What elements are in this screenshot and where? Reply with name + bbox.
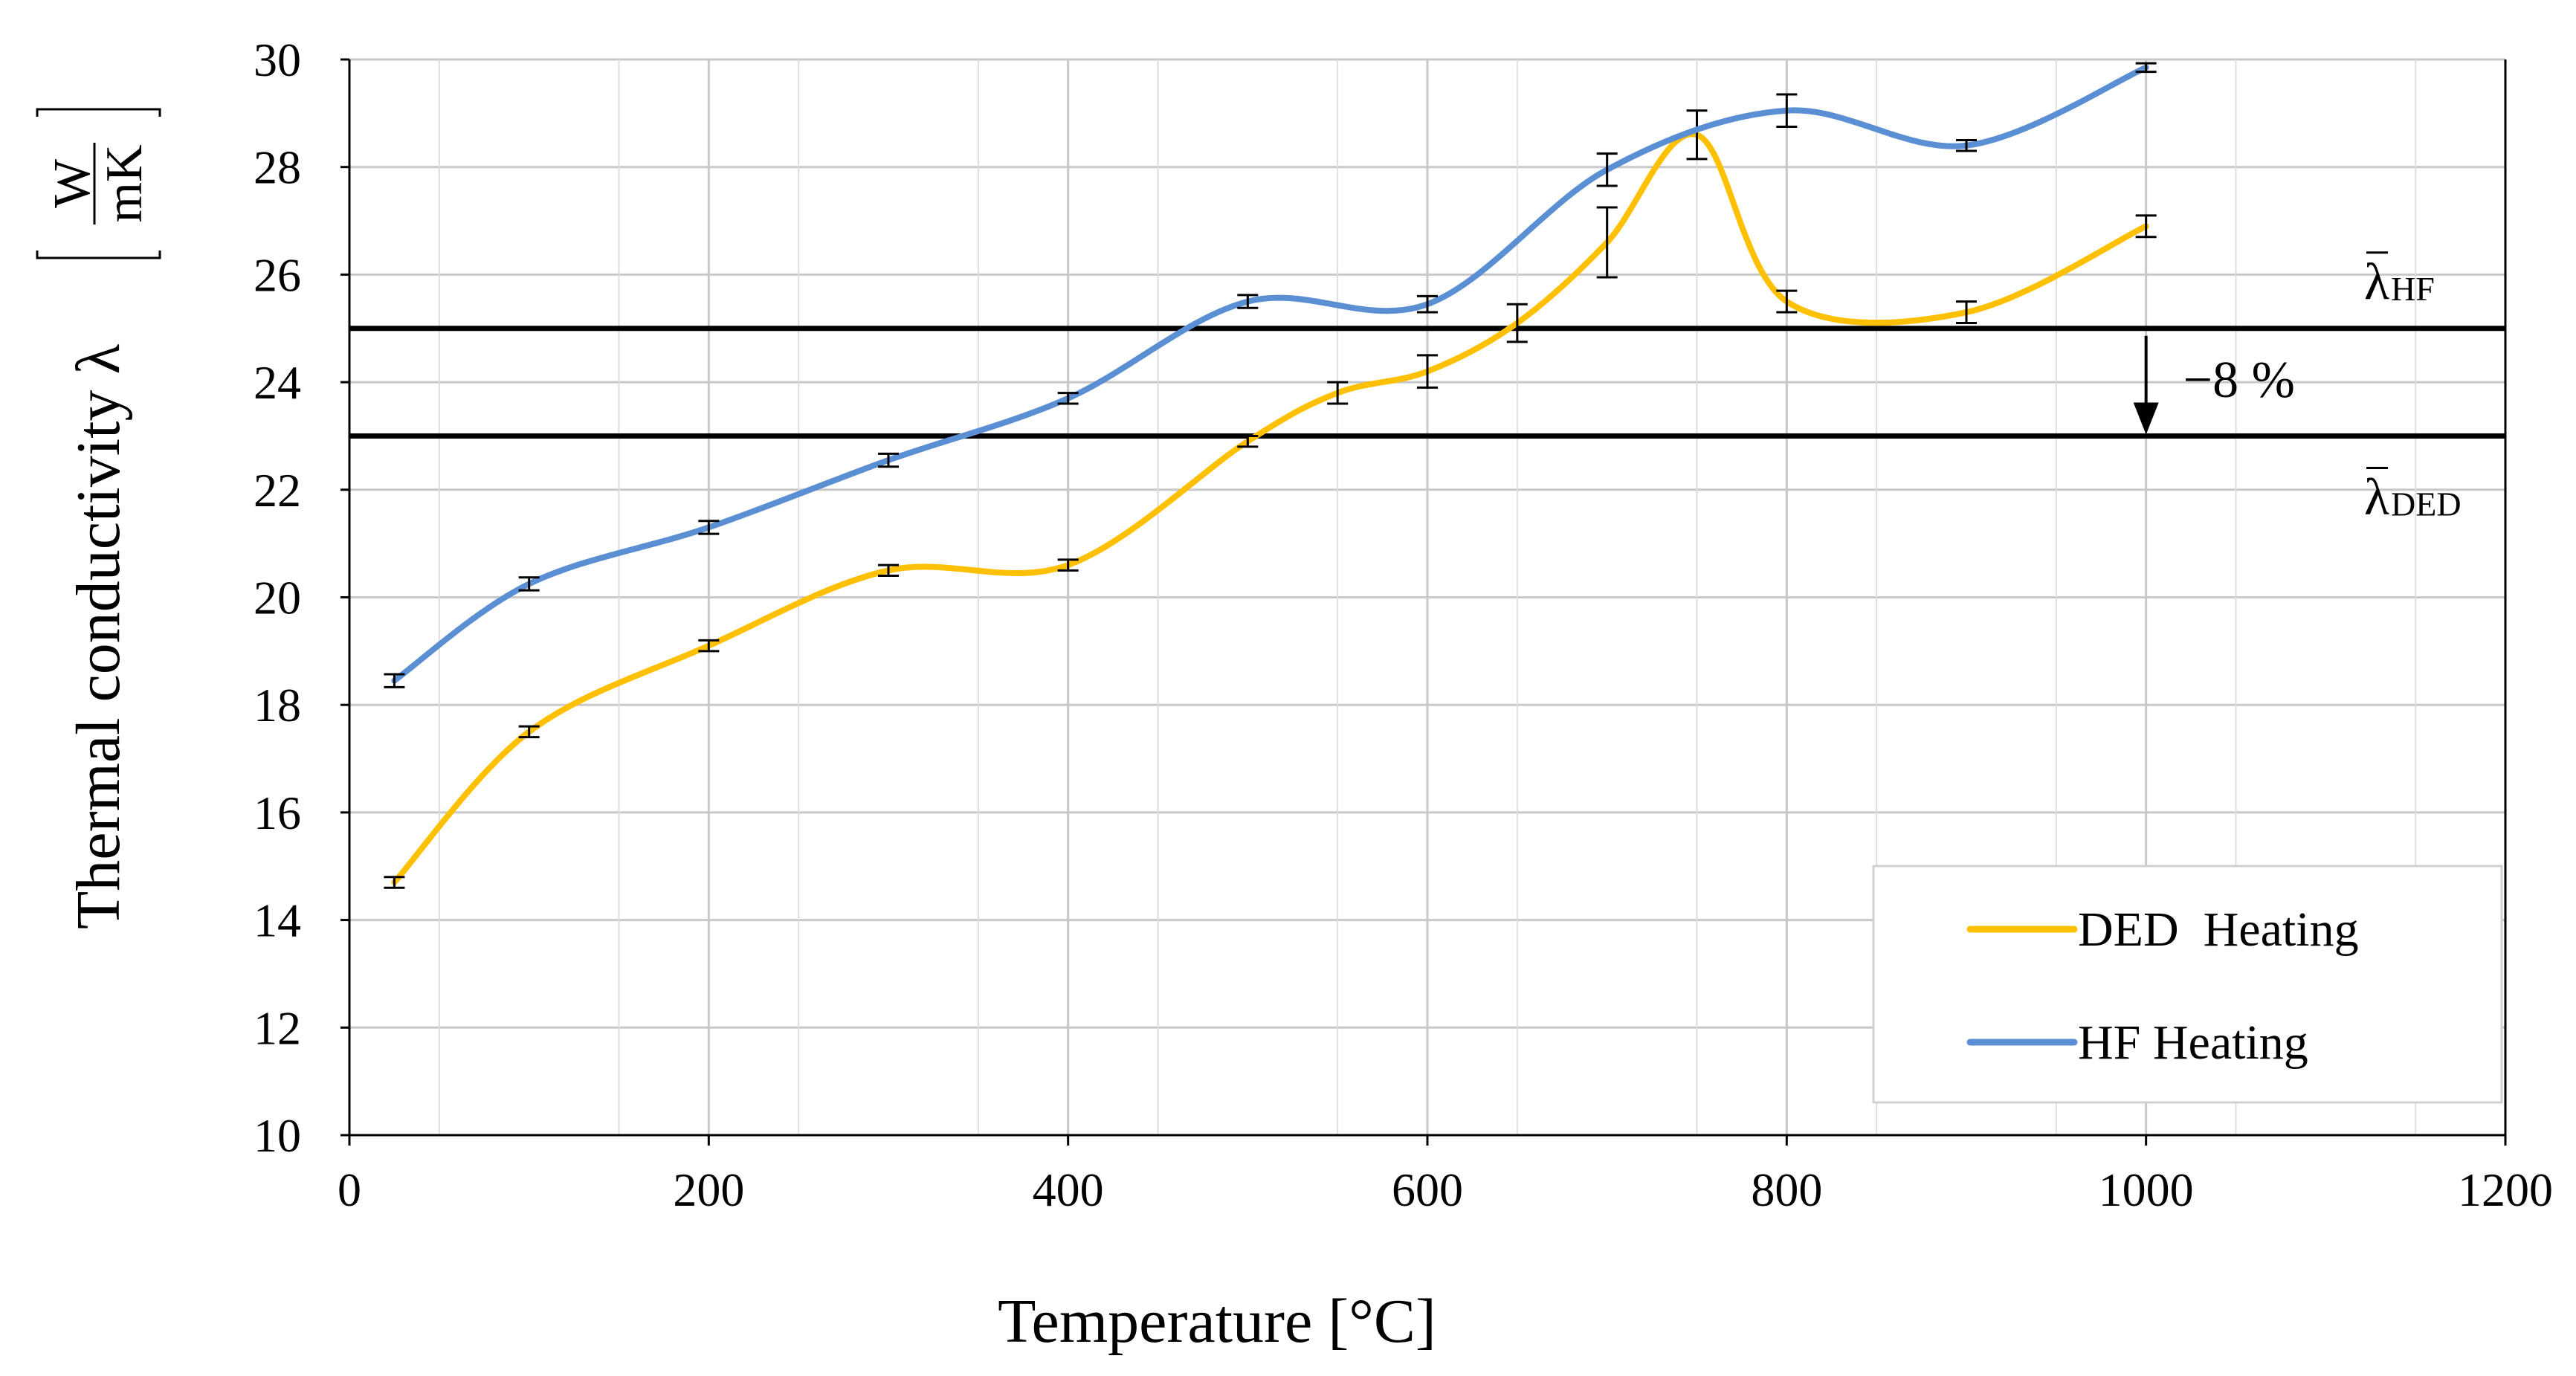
- axes: 10 12 14 16 18 20 22 24 26 28 30 0 200 400 600 800 1000 1…: [254, 33, 2553, 1216]
- legend-box: [1872, 865, 2503, 1104]
- y-axis-unit-numerator: W: [44, 159, 101, 208]
- y-axis-unit: W mK: [36, 108, 161, 259]
- y-tick-label: 12: [254, 1001, 301, 1054]
- y-tick-label: 16: [254, 786, 301, 839]
- y-axis-unit-denominator: mK: [96, 145, 153, 223]
- series: [384, 62, 2157, 889]
- y-tick-label: 14: [254, 894, 301, 947]
- y-tick-label: 28: [254, 141, 301, 194]
- x-tick-label: 0: [338, 1163, 361, 1216]
- y-tick-label: 30: [254, 33, 301, 86]
- reference-lines: λ HFλ DED−8 %: [349, 251, 2505, 526]
- y-tick-label: 20: [254, 572, 301, 624]
- y-tick-label: 22: [254, 464, 301, 517]
- series-hf: [384, 62, 2157, 688]
- series-ded: [384, 109, 2157, 889]
- series-line-hf: [391, 64, 2149, 684]
- x-tick-label: 400: [1033, 1163, 1104, 1216]
- annotation-text: −8 %: [2183, 352, 2295, 409]
- y-tick-label: 10: [254, 1109, 301, 1162]
- y-axis-unit-bracket-right: [36, 251, 161, 259]
- x-tick-label: 1200: [2458, 1163, 2553, 1216]
- grid: [348, 58, 2507, 1137]
- x-tick-label: 800: [1751, 1163, 1822, 1216]
- reference-label-subscript: HF: [2391, 270, 2435, 308]
- y-axis-title-text: Thermal conductivity λ: [64, 344, 133, 929]
- legend: DED Heating HF Heating: [1872, 865, 2503, 1104]
- reference-label-mean-ded: λ DED: [2364, 466, 2462, 526]
- legend-label-hf: HF Heating: [2078, 1015, 2308, 1070]
- legend-label-ded: DED Heating: [2078, 902, 2359, 957]
- reference-label-symbol: λ: [2364, 468, 2389, 526]
- y-axis-title: Thermal conductivity λ W mK: [36, 108, 161, 929]
- y-tick-label: 18: [254, 679, 301, 731]
- reference-label-mean-hf: λ HF: [2364, 251, 2435, 311]
- y-axis-unit-bracket-left: [36, 108, 161, 117]
- reference-label-subscript: DED: [2391, 485, 2462, 523]
- x-axis-title: Temperature [°C]: [998, 1287, 1436, 1356]
- annotation-arrow-head: [2133, 402, 2159, 435]
- x-tick-label: 600: [1392, 1163, 1463, 1216]
- x-tick-label: 200: [673, 1163, 744, 1216]
- reference-label-symbol: λ: [2364, 253, 2389, 311]
- y-tick-label: 26: [254, 248, 301, 301]
- y-tick-label: 24: [254, 356, 301, 409]
- x-tick-label: 1000: [2099, 1163, 2194, 1216]
